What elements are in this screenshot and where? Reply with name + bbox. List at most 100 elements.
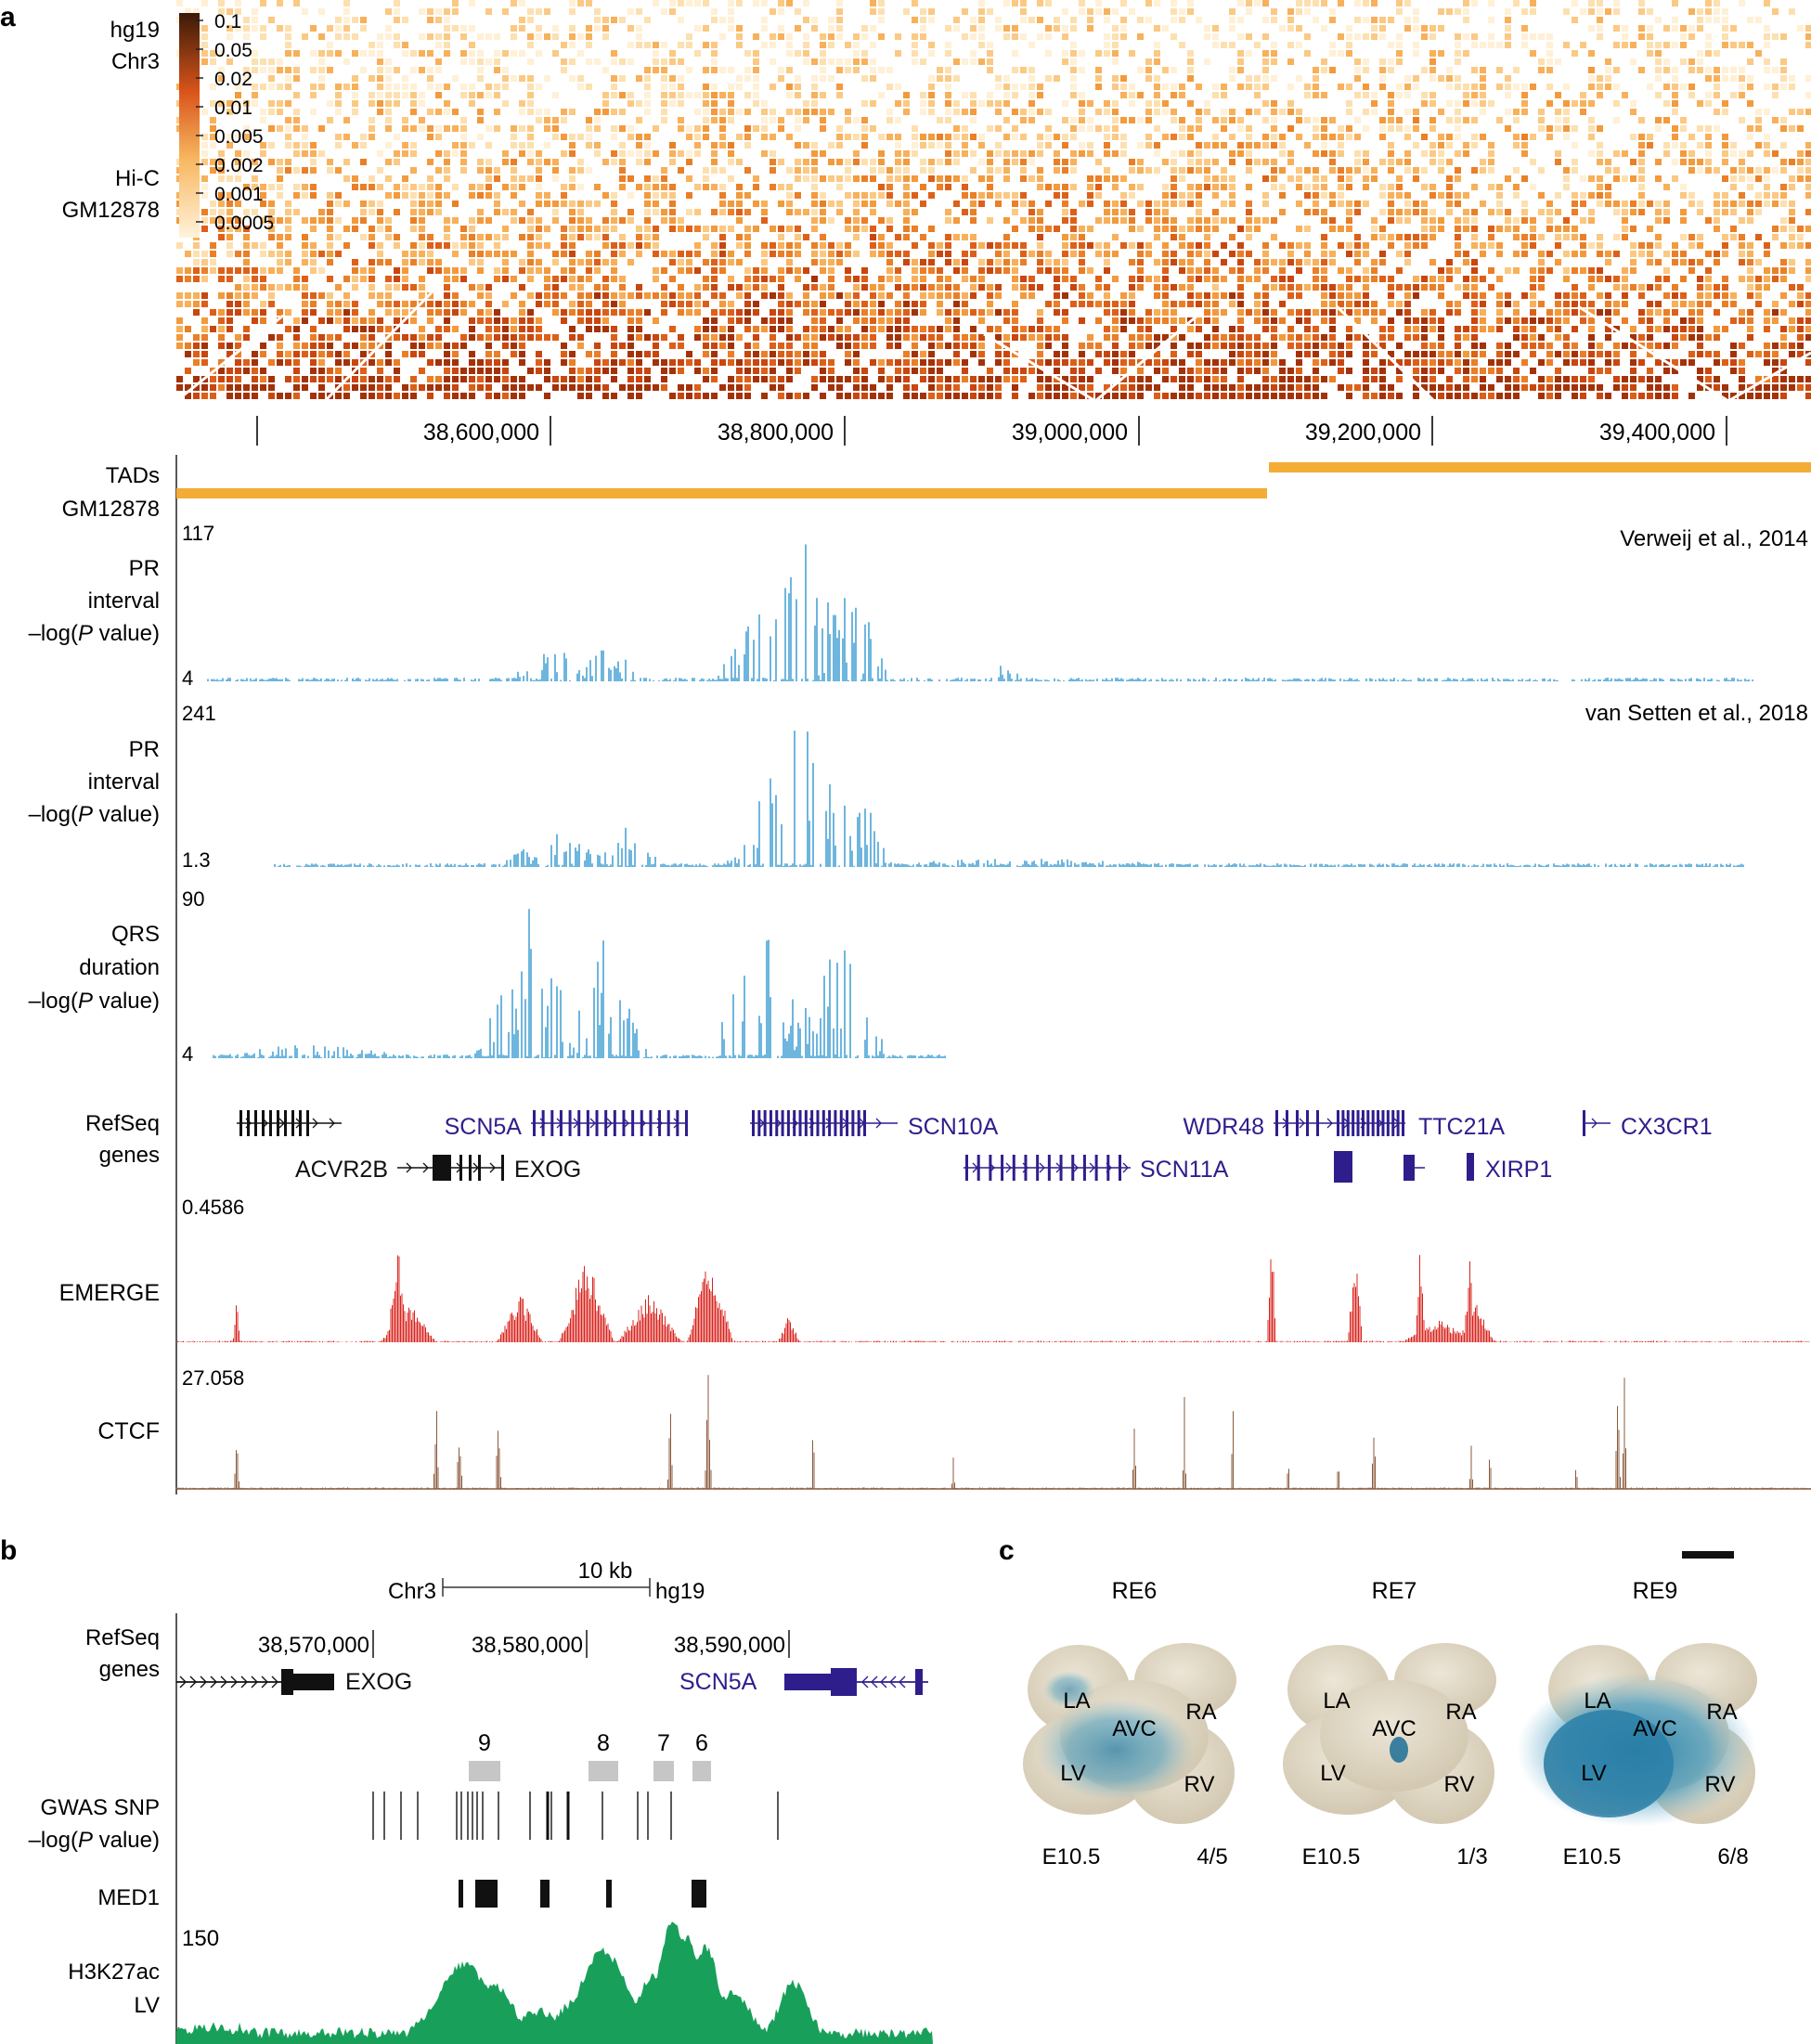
med1-peak: [692, 1880, 703, 1908]
enhancer-region: 6: [692, 1730, 711, 1781]
gene-label-exog: EXOG: [514, 1157, 581, 1183]
b-gene-models: [176, 1668, 928, 1696]
gene-models: [237, 1110, 1610, 1183]
gene-model-scn5a: [531, 1110, 688, 1136]
scale-tick-label: 0.001: [214, 184, 264, 205]
enhancer-region: 7: [653, 1730, 674, 1781]
c-scale-bar: [1682, 1551, 1734, 1559]
heart-region-label: AVC: [1372, 1716, 1416, 1741]
hic-cell-label: GM12878: [62, 198, 160, 223]
gene-model-xirp1: [1467, 1153, 1474, 1181]
tad-domain-2: [1269, 462, 1811, 472]
b-gene-model-scn5a: [784, 1668, 928, 1696]
heart-region-label: RA: [1185, 1700, 1216, 1725]
heart-region-label: LV: [1581, 1761, 1607, 1786]
heart-ratio: 4/5: [1197, 1844, 1227, 1869]
track-min: 4: [182, 666, 193, 690]
heart-region-label: RV: [1705, 1772, 1736, 1797]
refseq-genes-track: RefSeq genes SCN5A SCN10A WDR48 TTC21A C…: [85, 1110, 1713, 1183]
lacz-stain: [1037, 1699, 1195, 1801]
hic-cell-bin: [185, 117, 1811, 391]
emerge-max: 0.4586: [182, 1196, 244, 1219]
heart-re7: RE7 LA RA AVC LV RV E10.5 1/3: [1283, 1578, 1496, 1869]
enhancer-region: 9: [469, 1730, 500, 1781]
axis-tick-label: 38,600,000: [423, 420, 539, 446]
axis-tick-label: 38,800,000: [718, 420, 834, 446]
b-h3k27ac-label-1: H3K27ac: [68, 1960, 160, 1985]
track-min: 1.3: [182, 848, 211, 872]
b-h3k27ac-max: 150: [182, 1926, 219, 1951]
heart-region-label: RV: [1444, 1772, 1475, 1797]
gene-model-block: [1334, 1151, 1352, 1183]
tad-domain-1: [176, 488, 1267, 498]
snp-ticks: [372, 1792, 779, 1840]
b-gene-model-exog: [176, 1669, 334, 1695]
track-label-3: –log(P value): [29, 621, 160, 646]
med1-peak: [702, 1880, 706, 1908]
gene-label-xirp1: XIRP1: [1485, 1157, 1552, 1183]
axis-tick-label: 39,400,000: [1599, 420, 1715, 446]
tads-label-1: TADs: [106, 463, 160, 488]
panel-b-label: b: [0, 1535, 17, 1566]
gene-model-acvr2b: [237, 1110, 342, 1136]
gene-model-scn11a: [964, 1155, 1131, 1181]
svg-text:6: 6: [695, 1730, 708, 1756]
ctcf-signal: [175, 1375, 1811, 1490]
track-label-2: interval: [88, 770, 160, 795]
b-gene-label-scn5a: SCN5A: [679, 1669, 757, 1695]
enhancer-region: 8: [589, 1730, 618, 1781]
heart-stage: E10.5: [1302, 1844, 1361, 1869]
scale-tick-label: 0.1: [214, 11, 241, 32]
heart-region-label: RV: [1184, 1772, 1215, 1797]
lacz-stain: [1043, 1671, 1095, 1708]
med1-peak: [475, 1880, 498, 1908]
heart-ratio: 6/8: [1717, 1844, 1748, 1869]
tad-boundary-line: [983, 332, 1096, 403]
tad-boundary-line: [1094, 314, 1198, 403]
lacz-stain: [1544, 1710, 1674, 1818]
gwas-snp-ticks: [372, 1792, 779, 1840]
heart-stage: E10.5: [1563, 1844, 1622, 1869]
tads-label-2: GM12878: [62, 497, 160, 522]
b-gene-label-exog: EXOG: [345, 1669, 412, 1695]
heart-region-label: LA: [1584, 1688, 1610, 1714]
track-label-3: –log(P value): [29, 989, 160, 1014]
heart-name: RE7: [1372, 1578, 1417, 1604]
b-gwas-label-1: GWAS SNP: [41, 1795, 160, 1820]
gene-model-scn10a: [750, 1110, 898, 1136]
gene-model-cx3cr1: [1583, 1110, 1610, 1136]
heart-re6: RE6 LA RA AVC LV RV E10.5 4/5: [1023, 1578, 1236, 1869]
gene-label-scn5a: SCN5A: [445, 1114, 523, 1140]
b-scale-label: 10 kb: [578, 1559, 633, 1584]
tad-boundary-line: [323, 286, 438, 403]
h3k27ac-signal: [176, 1921, 933, 2044]
emerge-signal: [175, 1255, 1810, 1342]
hic-chrom-label: Chr3: [111, 49, 160, 74]
snp-ticks-bold: [546, 1792, 570, 1840]
gwas-snp-bars: [213, 909, 946, 1058]
gene-label-wdr48: WDR48: [1183, 1114, 1264, 1140]
heart-stage: E10.5: [1042, 1844, 1101, 1869]
b-gwas-label-2: –log(P value): [29, 1828, 160, 1853]
gene-label-ttc21a: TTC21A: [1418, 1114, 1505, 1140]
heart-region-label: LV: [1320, 1761, 1346, 1786]
med1-peak: [606, 1880, 612, 1908]
heart-lobe: [1320, 1680, 1468, 1792]
track-label-3: –log(P value): [29, 802, 160, 827]
b-genome-label: hg19: [655, 1579, 705, 1604]
hic-color-scale-ticks: 0.1 0.05 0.02 0.01 0.005 0.002 0.001 0.0005: [196, 11, 274, 234]
heart-images: RE6 LA RA AVC LV RV E10.5 4/5 RE7 LA RA AVC LV RV E10.…: [1023, 1578, 1757, 1869]
ctcf-max: 27.058: [182, 1366, 244, 1390]
heart-name: RE6: [1112, 1578, 1158, 1604]
b-axis-tick-label: 38,590,000: [674, 1633, 785, 1658]
b-refseq-label-1: RefSeq: [85, 1625, 160, 1650]
hic-track-label: Hi-C: [115, 166, 160, 191]
scale-bar: [442, 1578, 651, 1597]
svg-text:7: 7: [657, 1730, 670, 1756]
ctcf-label: CTCF: [97, 1418, 160, 1444]
gene-label-acvr2b: ACVR2B: [295, 1157, 388, 1183]
tad-boundary-lines: [175, 286, 1811, 403]
panel-a-label: a: [0, 2, 16, 32]
b-med1-label: MED1: [97, 1885, 160, 1910]
